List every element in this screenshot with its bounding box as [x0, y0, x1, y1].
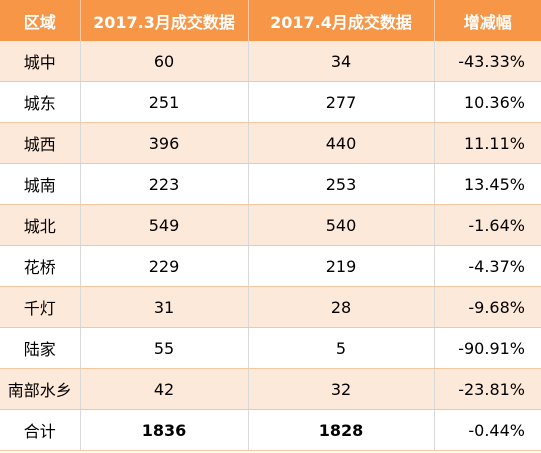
cell-region: 南部水乡 — [0, 368, 81, 410]
cell-march: 55 — [80, 327, 249, 369]
cell-region: 城南 — [0, 163, 81, 205]
total-change: -0.44% — [434, 409, 541, 451]
cell-march: 251 — [80, 81, 249, 123]
cell-region: 花桥 — [0, 245, 81, 287]
cell-april: 5 — [248, 327, 435, 369]
header-march: 2017.3月成交数据 — [80, 0, 249, 41]
cell-change: 10.36% — [434, 81, 541, 123]
cell-region: 城西 — [0, 122, 81, 164]
cell-change: 11.11% — [434, 122, 541, 164]
header-change: 增减幅 — [434, 0, 541, 41]
cell-change: -1.64% — [434, 204, 541, 246]
cell-march: 549 — [80, 204, 249, 246]
cell-april: 277 — [248, 81, 435, 123]
table-row: 千灯 31 28 -9.68% — [0, 286, 541, 328]
header-region: 区域 — [0, 0, 81, 41]
table-row: 陆家 55 5 -90.91% — [0, 327, 541, 369]
table-row: 城西 396 440 11.11% — [0, 122, 541, 164]
table-row: 南部水乡 42 32 -23.81% — [0, 368, 541, 410]
cell-change: -9.68% — [434, 286, 541, 328]
cell-region: 城北 — [0, 204, 81, 246]
cell-region: 城中 — [0, 41, 81, 82]
cell-march: 229 — [80, 245, 249, 287]
total-label: 合计 — [0, 409, 81, 451]
cell-change: 13.45% — [434, 163, 541, 205]
cell-region: 千灯 — [0, 286, 81, 328]
table-row: 城南 223 253 13.45% — [0, 163, 541, 205]
cell-change: -23.81% — [434, 368, 541, 410]
cell-april: 34 — [248, 41, 435, 82]
cell-march: 42 — [80, 368, 249, 410]
cell-march: 60 — [80, 41, 249, 82]
table-row: 城东 251 277 10.36% — [0, 81, 541, 123]
header-april: 2017.4月成交数据 — [248, 0, 435, 41]
total-april: 1828 — [248, 409, 435, 451]
table-row: 花桥 229 219 -4.37% — [0, 245, 541, 287]
cell-april: 540 — [248, 204, 435, 246]
cell-april: 440 — [248, 122, 435, 164]
header-row: 区域 2017.3月成交数据 2017.4月成交数据 增减幅 — [0, 0, 541, 41]
cell-april: 32 — [248, 368, 435, 410]
table-row: 城北 549 540 -1.64% — [0, 204, 541, 246]
cell-april: 219 — [248, 245, 435, 287]
cell-region: 城东 — [0, 81, 81, 123]
cell-march: 31 — [80, 286, 249, 328]
cell-change: -43.33% — [434, 41, 541, 82]
cell-change: -90.91% — [434, 327, 541, 369]
cell-region: 陆家 — [0, 327, 81, 369]
total-march: 1836 — [80, 409, 249, 451]
cell-change: -4.37% — [434, 245, 541, 287]
cell-march: 396 — [80, 122, 249, 164]
cell-march: 223 — [80, 163, 249, 205]
cell-april: 28 — [248, 286, 435, 328]
total-row: 合计 1836 1828 -0.44% — [0, 409, 541, 451]
cell-april: 253 — [248, 163, 435, 205]
table-row: 城中 60 34 -43.33% — [0, 41, 541, 82]
